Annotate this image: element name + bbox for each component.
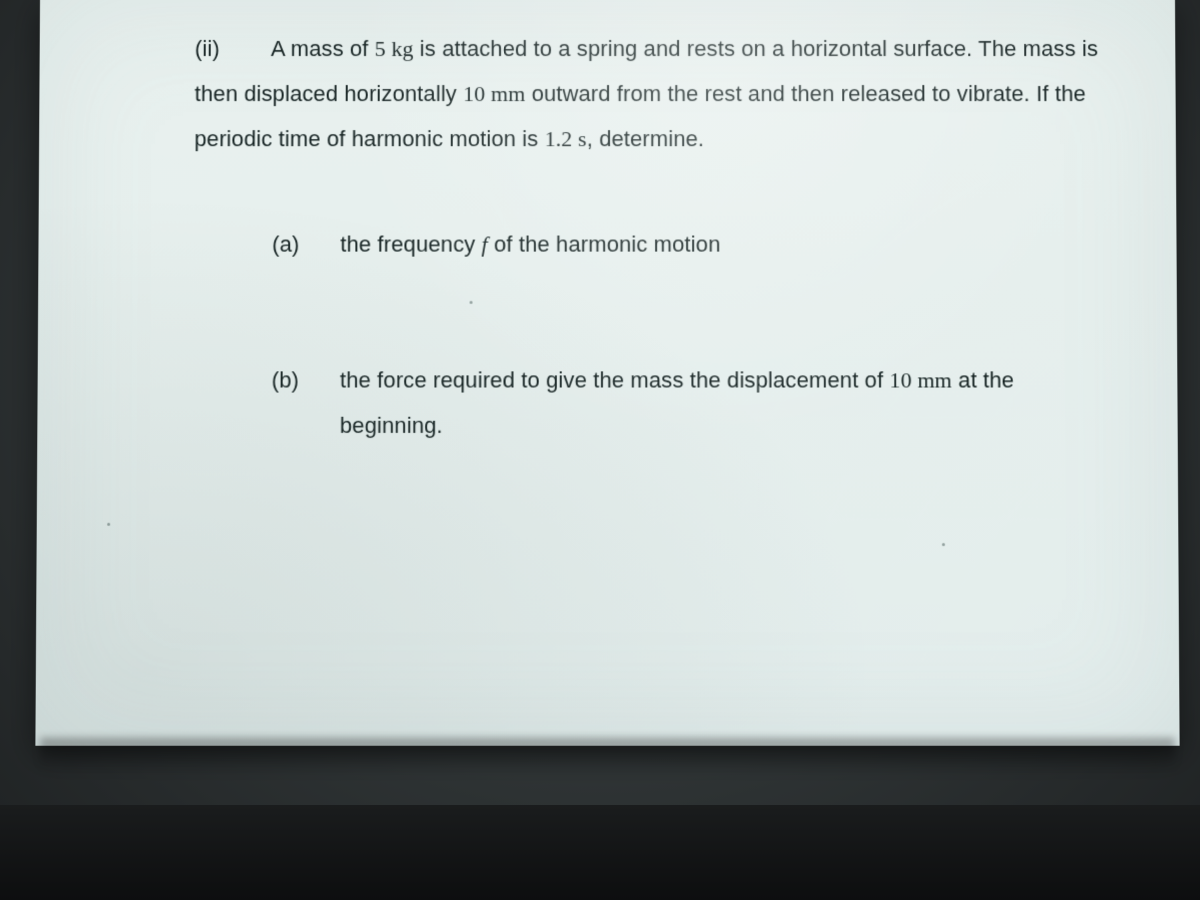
speck-icon xyxy=(942,543,945,546)
question-body: (ii)A mass of 5 kg is attached to a spri… xyxy=(193,26,1118,540)
paper-sheet: (ii)A mass of 5 kg is attached to a spri… xyxy=(35,0,1179,746)
part-b-label: (b) xyxy=(272,358,340,403)
period-value: 1.2 s xyxy=(545,126,587,151)
part-b-body: the force required to give the mass the … xyxy=(340,358,1118,449)
speck-icon xyxy=(470,301,473,304)
intro-text-1: A mass of xyxy=(271,36,375,61)
displacement-value: 10 mm xyxy=(463,81,525,106)
part-a: (a) the frequency f of the harmonic moti… xyxy=(272,222,1116,267)
question-intro: (ii)A mass of 5 kg is attached to a spri… xyxy=(194,26,1116,162)
desk-band xyxy=(0,805,1200,900)
part-b-value: 10 mm xyxy=(889,368,952,393)
speck-icon xyxy=(107,523,110,526)
photo-frame: (ii)A mass of 5 kg is attached to a spri… xyxy=(0,0,1200,900)
part-a-pre: the frequency xyxy=(340,232,481,257)
mass-value: 5 kg xyxy=(375,36,414,61)
sheet-shadow xyxy=(40,738,1175,768)
part-b: (b) the force required to give the mass … xyxy=(271,358,1117,449)
part-a-body: the frequency f of the harmonic motion xyxy=(340,222,1116,267)
part-a-label: (a) xyxy=(272,222,340,267)
intro-text-4: , determine. xyxy=(587,126,705,151)
question-label: (ii) xyxy=(195,26,271,71)
part-b-pre: the force required to give the mass the … xyxy=(340,368,890,393)
part-a-post: of the harmonic motion xyxy=(488,232,721,257)
